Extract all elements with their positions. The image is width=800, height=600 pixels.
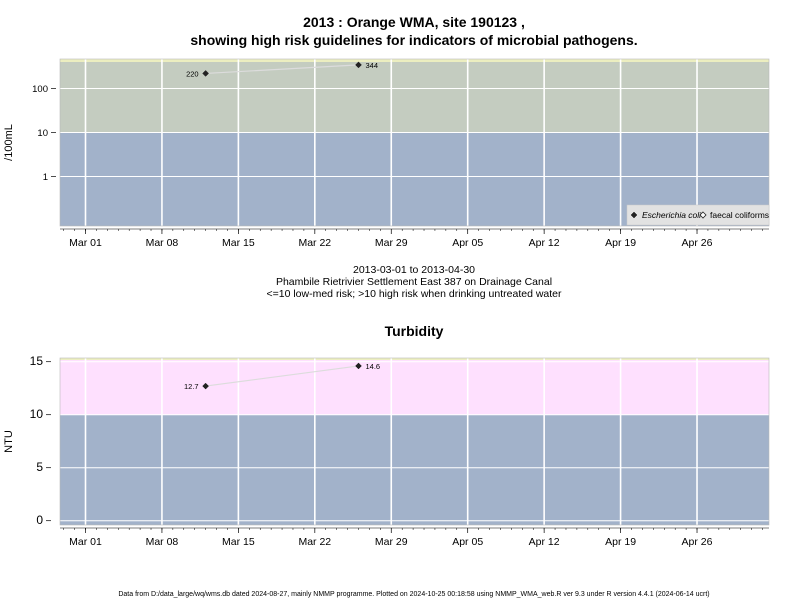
x-tick-label: Mar 22 xyxy=(298,536,331,548)
y-tick-label: 10 xyxy=(37,128,48,139)
low-med-risk-band xyxy=(60,414,769,525)
x-tick-label: Mar 15 xyxy=(222,536,255,548)
y-tick-label: 10 xyxy=(30,407,44,421)
footer-note: Data from D:/data_large/wq/wms.db dated … xyxy=(118,591,709,598)
series-line xyxy=(205,365,359,387)
legend: Escherichia coli faecal coliforms xyxy=(626,204,770,226)
data-label: 344 xyxy=(366,61,379,70)
subtitle-line3: <=10 low-med risk; >10 high risk when dr… xyxy=(266,288,562,300)
data-point xyxy=(202,70,209,77)
data-label: 12.7 xyxy=(184,382,199,391)
y-axis-label: NTU xyxy=(3,430,15,453)
high-risk-band xyxy=(60,62,769,133)
x-tick-label: Mar 22 xyxy=(298,237,331,249)
panel2-title: Turbidity xyxy=(385,323,444,339)
x-tick-label: Apr 26 xyxy=(682,536,713,548)
y-tick-label: 0 xyxy=(36,513,43,527)
y-tick-label: 100 xyxy=(32,84,48,95)
x-tick-label: Mar 29 xyxy=(375,237,408,249)
subtitle-line2: Phambile Rietrivier Settlement East 387 … xyxy=(276,276,552,288)
y-tick-label: 5 xyxy=(36,460,43,474)
chart-title-line1: 2013 : Orange WMA, site 190123 , xyxy=(303,14,525,30)
top-strip xyxy=(60,358,769,360)
series-line xyxy=(205,64,359,75)
data-point xyxy=(355,61,362,69)
top-strip xyxy=(60,59,769,62)
turbidity-panel: Mar 01 Mar 08 Mar 15 Mar 22 Mar 29 Apr 05 Apr … xyxy=(3,354,770,548)
x-tick-label: Mar 29 xyxy=(375,536,408,548)
x-tick-label: Mar 01 xyxy=(69,237,102,249)
microbial-panel: Mar 01 Mar 08 Mar 15 Mar 22 Mar 29 Apr 05 Apr … xyxy=(3,58,770,249)
x-tick-label: Apr 19 xyxy=(605,237,636,249)
x-tick-label: Apr 12 xyxy=(529,237,560,249)
legend-box xyxy=(626,204,770,226)
data-label: 14.6 xyxy=(366,362,381,371)
legend-label: Escherichia coli xyxy=(642,210,702,220)
chart-title-line2: showing high risk guidelines for indicat… xyxy=(190,32,637,48)
x-tick-label: Mar 08 xyxy=(146,237,179,249)
data-point xyxy=(202,382,209,390)
legend-marker-open xyxy=(699,211,707,219)
high-risk-band xyxy=(60,360,769,415)
subtitle-line1: 2013-03-01 to 2013-04-30 xyxy=(353,264,475,276)
x-tick-label: Apr 12 xyxy=(529,536,560,548)
x-tick-label: Mar 15 xyxy=(222,237,255,249)
x-tick-label: Apr 05 xyxy=(452,237,483,249)
data-point xyxy=(355,362,362,370)
legend-marker-filled xyxy=(630,211,638,219)
x-tick-label: Mar 08 xyxy=(146,536,179,548)
data-label: 220 xyxy=(186,69,199,78)
x-tick-label: Mar 01 xyxy=(69,536,102,548)
y-axis-label: /100mL xyxy=(3,124,15,161)
x-tick-label: Apr 19 xyxy=(605,536,636,548)
x-tick-label: Apr 26 xyxy=(682,237,713,249)
y-tick-label: 1 xyxy=(43,172,48,183)
plot-border xyxy=(59,58,770,227)
x-tick-label: Apr 05 xyxy=(452,536,483,548)
legend-label: faecal coliforms xyxy=(710,210,769,220)
y-tick-label: 15 xyxy=(30,354,44,368)
plot-border xyxy=(59,357,770,526)
